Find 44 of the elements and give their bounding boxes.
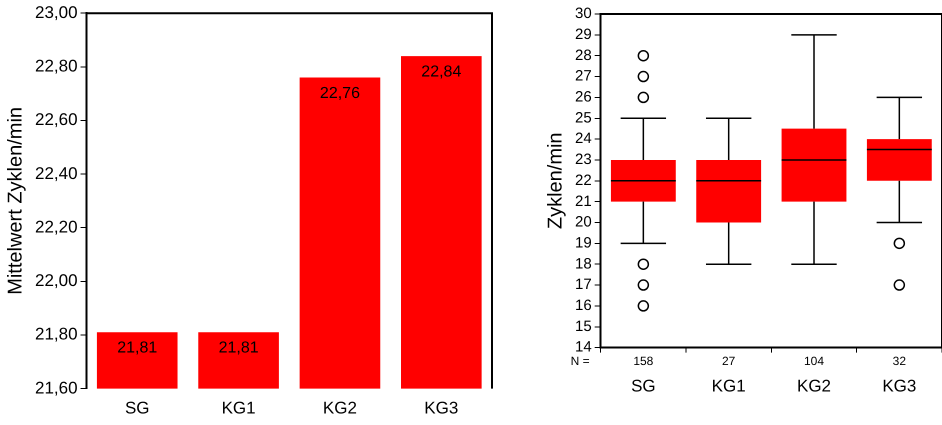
- y-tick-label: 21,60: [34, 378, 78, 398]
- y-tick-label: 23: [574, 151, 592, 168]
- y-tick-label: 18: [574, 255, 592, 272]
- text: 32: [892, 354, 906, 368]
- text: N =: [570, 354, 590, 368]
- y-tick-label: 20: [574, 214, 592, 231]
- x-tick-label: SG: [124, 398, 150, 418]
- y-tick-label: 22,20: [34, 217, 78, 236]
- x-tick-label: KG3: [424, 398, 458, 418]
- x-tick-label: KG2: [796, 376, 832, 396]
- text: 104: [804, 354, 824, 368]
- x-tick-label: KG3: [882, 376, 916, 396]
- x-tick-label: KG2: [322, 398, 357, 418]
- y-tick-label: 25: [574, 109, 592, 126]
- x-tick-label: KG1: [712, 376, 746, 396]
- y-tick-label: 29: [574, 26, 592, 43]
- y-tick-label: 22,60: [34, 110, 78, 130]
- y-tick-label: 22,00: [34, 271, 78, 290]
- y-tick-label: 19: [574, 234, 592, 252]
- y-tick-label: 17: [574, 276, 592, 294]
- y-tick-label: 28: [574, 46, 592, 64]
- data-label: 21,81: [218, 340, 259, 357]
- x-tick-label: KG1: [222, 398, 256, 418]
- text: 27: [722, 354, 736, 368]
- y-axis-title: Mittelwert Zyklen/min: [4, 106, 27, 295]
- y-tick-label: 23,00: [34, 2, 78, 22]
- y-tick-label: 14: [574, 338, 592, 356]
- x-tick-label: SG: [631, 376, 656, 396]
- y-tick-label: 15: [574, 318, 592, 335]
- y-tick-label: 22: [574, 172, 592, 189]
- text: 158: [633, 354, 654, 368]
- y-tick-label: 21,80: [34, 324, 78, 344]
- y-tick-label: 22,40: [34, 164, 78, 183]
- y-tick-label: 27: [574, 68, 592, 85]
- y-tick-label: 26: [574, 88, 592, 106]
- data-label: 22,76: [320, 84, 360, 102]
- y-tick-label: 30: [574, 5, 592, 22]
- y-axis-title: Zyklen/min: [544, 132, 567, 230]
- y-tick-label: 24: [574, 130, 592, 148]
- y-tick-label: 16: [574, 297, 592, 314]
- y-tick-label: 22,80: [34, 56, 78, 76]
- y-tick-label: 21: [574, 192, 592, 210]
- data-label: 22,84: [421, 64, 462, 81]
- data-label: 21,81: [117, 340, 158, 357]
